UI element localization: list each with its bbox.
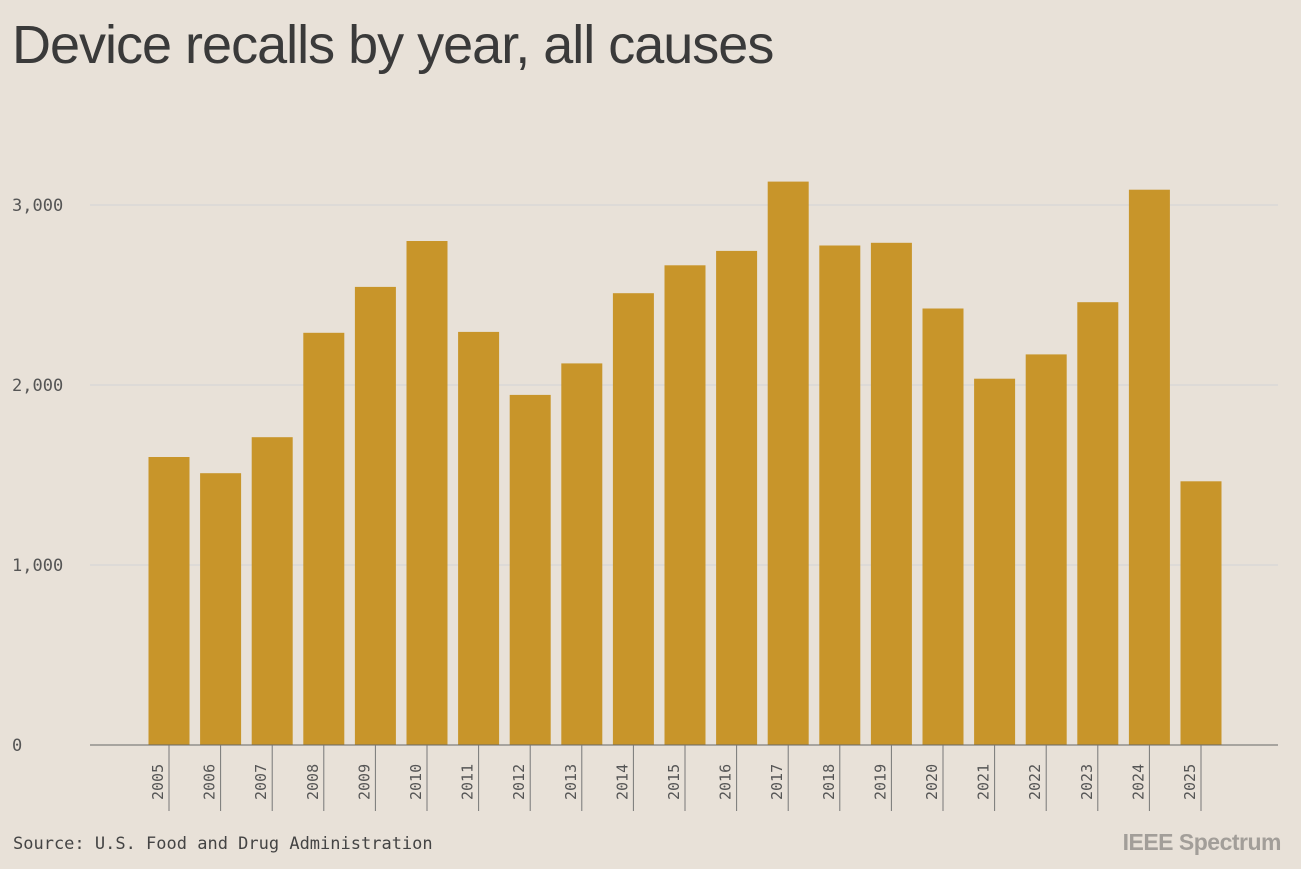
- bar-2025: [1180, 481, 1222, 745]
- bar-2022: [1025, 354, 1067, 745]
- bar-2023: [1077, 302, 1119, 745]
- bar-2010: [406, 241, 448, 745]
- bar-2013: [561, 363, 603, 745]
- source-note: Source: U.S. Food and Drug Administratio…: [13, 834, 433, 854]
- bar-2007: [251, 437, 293, 745]
- x-tick-label-2012: 2012: [510, 764, 528, 800]
- x-tick-label-2018: 2018: [820, 764, 838, 800]
- x-axis-ticks: 2005 2006 2007 2008 2009 2010 2011 2012 2013 2014…: [149, 745, 1202, 811]
- x-tick-label-2013: 2013: [562, 764, 580, 800]
- x-tick-label-2017: 2017: [768, 764, 786, 800]
- x-tick-label-2006: 2006: [201, 764, 219, 800]
- x-tick-label-2011: 2011: [459, 764, 477, 800]
- x-tick-label-2023: 2023: [1078, 764, 1096, 800]
- x-tick-label-2020: 2020: [923, 764, 941, 800]
- bars: [148, 181, 1222, 746]
- y-axis-ticks: 0 1,000 2,000 3,000: [12, 196, 63, 756]
- bar-2019: [870, 242, 912, 746]
- x-tick-label-2009: 2009: [355, 764, 373, 800]
- bar-2015: [664, 265, 706, 745]
- bar-2024: [1128, 189, 1170, 745]
- bar-2005: [148, 457, 190, 745]
- x-tick-label-2024: 2024: [1129, 764, 1147, 800]
- bar-2018: [819, 245, 861, 745]
- x-tick-label-2008: 2008: [304, 764, 322, 800]
- chart-title: Device recalls by year, all causes: [12, 15, 774, 75]
- bar-2008: [303, 332, 345, 745]
- x-tick-label-2025: 2025: [1181, 764, 1199, 800]
- bar-2011: [458, 331, 500, 745]
- bar-2006: [200, 473, 242, 745]
- x-tick-label-2005: 2005: [149, 764, 167, 800]
- y-tick-label: 0: [12, 736, 22, 756]
- ieee-spectrum-logo: IEEE Spectrum: [1122, 829, 1282, 855]
- bar-2020: [922, 308, 964, 745]
- x-tick-label-2021: 2021: [975, 764, 993, 800]
- y-tick-label: 1,000: [12, 556, 63, 576]
- bar-2012: [509, 394, 551, 745]
- x-tick-label-2014: 2014: [613, 764, 631, 800]
- bar-2014: [612, 293, 654, 745]
- y-tick-label: 2,000: [12, 376, 63, 396]
- x-tick-label-2007: 2007: [252, 764, 270, 800]
- bar-2021: [974, 378, 1016, 745]
- y-tick-label: 3,000: [12, 196, 63, 216]
- x-tick-label-2022: 2022: [1026, 764, 1044, 800]
- x-tick-label-2015: 2015: [665, 764, 683, 800]
- x-tick-label-2010: 2010: [407, 764, 425, 800]
- bar-2016: [716, 250, 758, 745]
- x-tick-label-2019: 2019: [871, 764, 889, 800]
- bar-2009: [354, 286, 396, 745]
- x-tick-label-2016: 2016: [717, 764, 735, 800]
- bar-2017: [767, 181, 809, 746]
